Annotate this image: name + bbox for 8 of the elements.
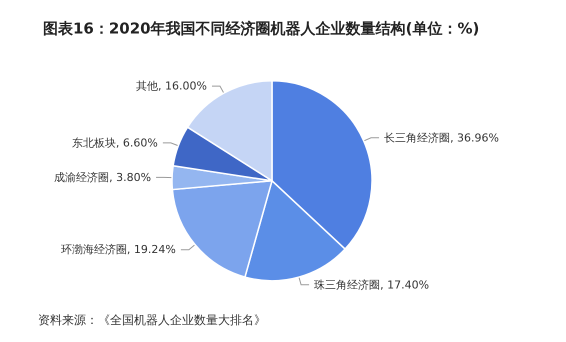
chart-title: 图表16：2020年我国不同经济圈机器人企业数量结构(单位：%) <box>43 20 480 38</box>
slice-label: 东北板块, 6.60% <box>72 136 158 150</box>
slice-label: 长三角经济圈, 36.96% <box>384 131 499 144</box>
slice-label: 其他, 16.00% <box>136 80 207 93</box>
slice-label: 环渤海经济圈, 19.24% <box>60 243 176 256</box>
slice-label: 成渝经济圈, 3.80% <box>54 170 152 184</box>
text: 资料来源：《全国机器人企业数量大排名》 <box>38 313 266 327</box>
slice-label: 珠三角经济圈, 17.40% <box>314 278 430 292</box>
